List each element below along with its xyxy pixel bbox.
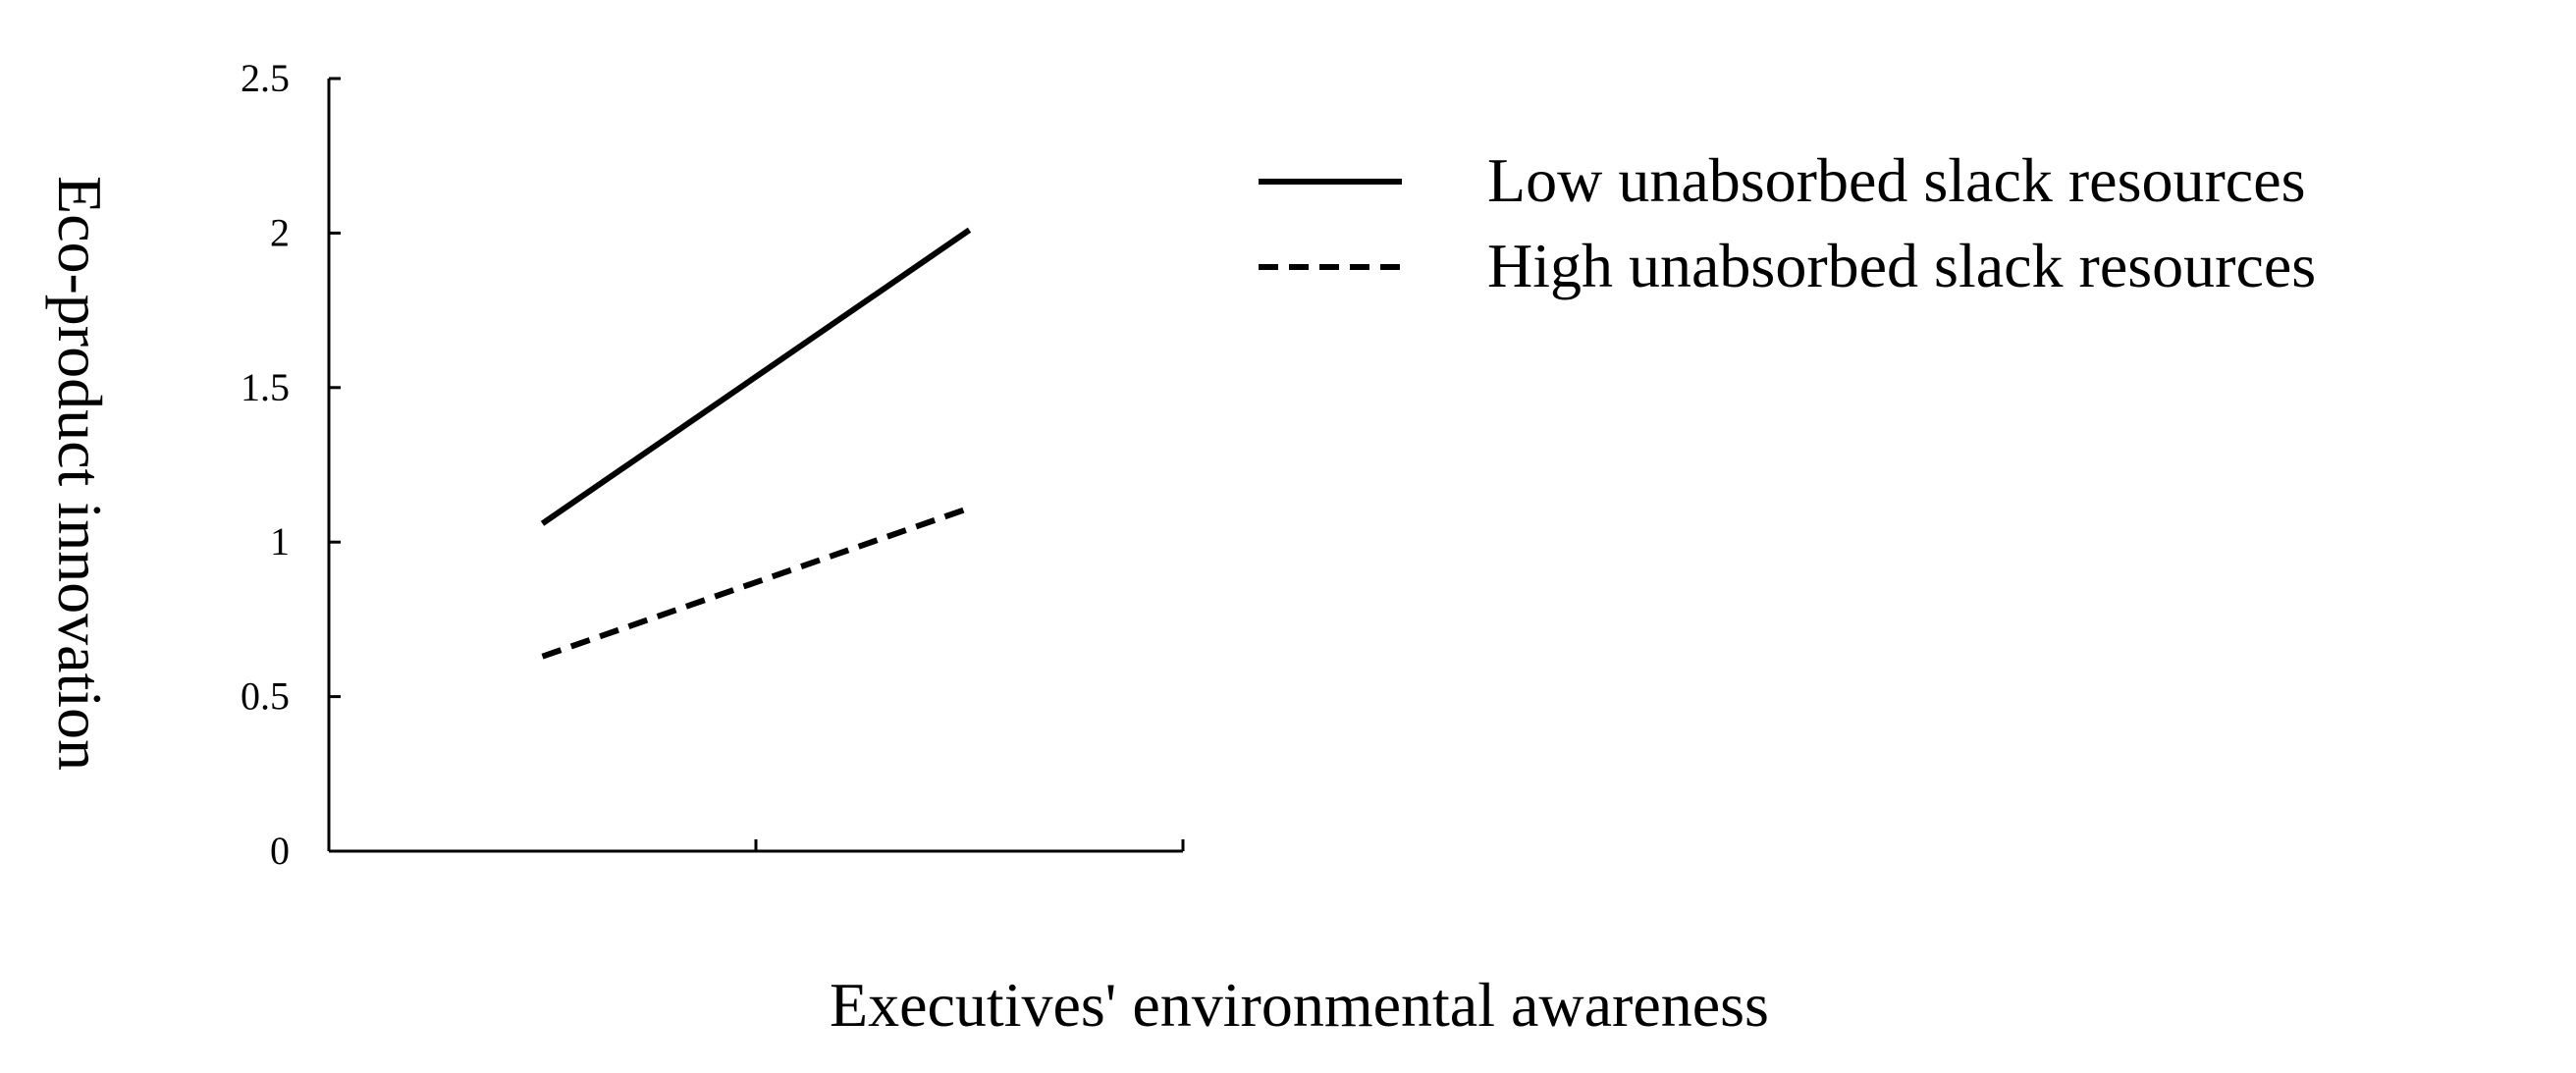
y-tick-label: 0.5 [241,674,290,719]
y-ticks: 0 0.5 1 1.5 2 2.5 [241,56,341,873]
legend-label: Low unabsorbed slack resources [1487,145,2306,215]
y-tick-label: 1 [270,519,290,563]
series-line-low-slack [540,227,972,526]
y-tick-label: 0 [270,829,290,873]
x-axis-title: Executives' environmental awareness [830,970,1769,1040]
legend: Low unabsorbed slack resources High unabs… [1259,145,2316,300]
series-lines [540,227,972,660]
y-tick-label: 2.5 [241,56,290,100]
legend-label: High unabsorbed slack resources [1487,231,2316,300]
y-tick-label: 2 [270,210,290,254]
y-axis-title: Eco-product innovation [45,176,115,771]
series-line-high-slack [541,505,971,660]
axes [327,79,1185,853]
y-tick-label: 1.5 [241,365,290,409]
